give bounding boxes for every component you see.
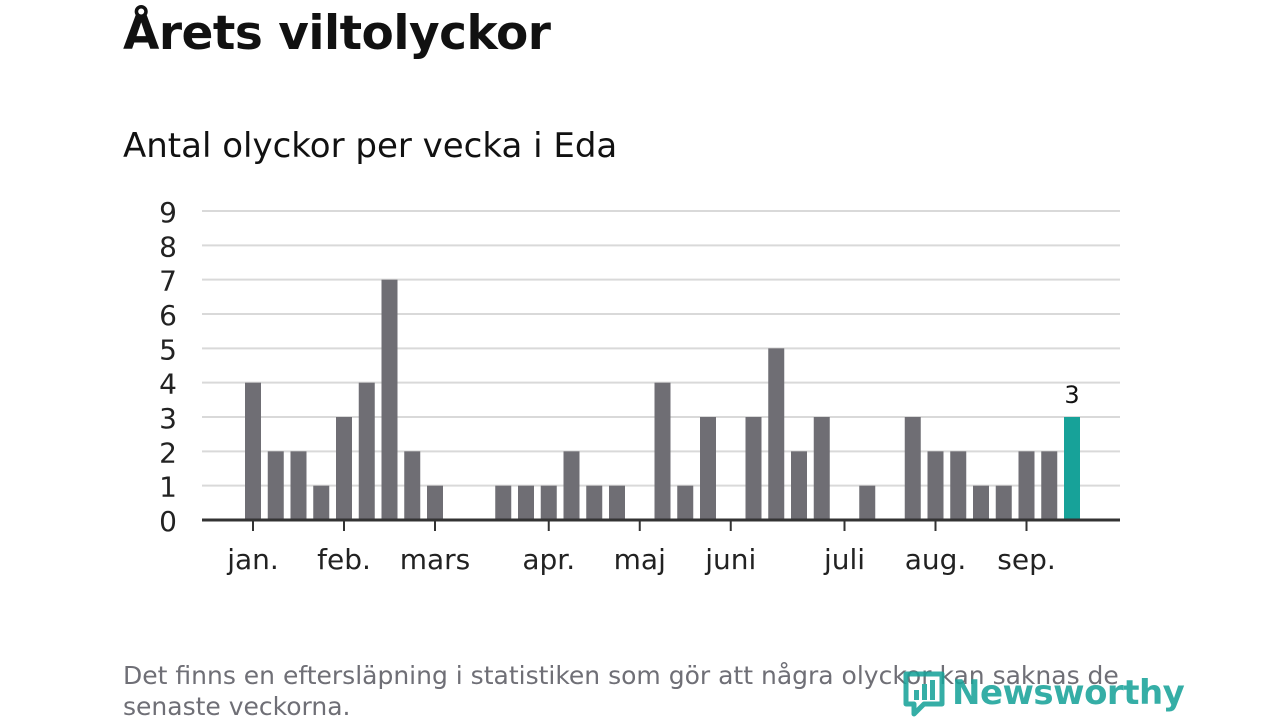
footnote: Det finns en eftersläpning i statistiken… [123,661,1119,721]
bar [336,417,352,520]
y-tick-label: 1 [159,471,177,504]
bar [1041,451,1058,520]
x-tick-label: sep. [997,543,1056,576]
x-tick-label: juni [704,543,756,576]
bar [791,451,807,520]
bar [404,451,421,520]
bar [290,451,307,520]
y-tick-label: 7 [159,265,177,298]
bar [313,485,330,520]
y-tick-label: 8 [159,230,177,263]
x-tick-label: jan. [226,543,279,576]
bar [654,382,671,520]
x-tick-label: aug. [905,543,967,576]
bar [927,451,944,520]
bars: 3 [245,279,1080,520]
page-title: Årets viltolyckor [123,6,551,61]
bar [973,485,989,520]
bar [245,382,261,520]
bar [495,485,512,520]
bar [518,485,534,520]
bar [813,417,830,520]
y-tick-label: 0 [159,505,177,538]
bar [563,451,580,520]
bar [358,382,375,520]
bar [540,485,557,520]
y-tick-label: 9 [159,196,177,229]
x-tick-label: juli [823,543,865,576]
x-tick-label: mars [400,543,471,576]
y-tick-label: 3 [159,402,177,435]
bar [995,485,1012,520]
brand-name: Newsworthy [952,673,1185,713]
bar [609,485,625,520]
brand-logo: Newsworthy [902,668,1185,718]
x-axis-ticks: jan. feb. mars apr. maj juni juli aug. sep. [226,520,1056,576]
bar [859,485,876,520]
chart-subtitle: Antal olyckor per vecka i Eda [123,126,618,166]
x-tick-label: apr. [522,543,575,576]
y-tick-label: 6 [159,299,177,332]
y-tick-label: 2 [159,436,177,469]
bar-chart-icon [903,671,945,717]
y-tick-label: 5 [159,333,177,366]
bar [586,485,603,520]
bar [427,485,443,520]
bar-highlighted [1064,417,1080,520]
bar [745,417,762,520]
bar [768,348,785,520]
bar [950,451,967,520]
bar [267,451,284,520]
y-tick-label: 4 [159,368,177,401]
bar [1018,451,1035,520]
bar [700,417,716,520]
data-label: 3 [1064,381,1079,409]
bar [677,485,694,520]
x-tick-label: feb. [317,543,371,576]
x-tick-label: maj [614,543,666,576]
bar [904,417,921,520]
bar [381,279,398,520]
